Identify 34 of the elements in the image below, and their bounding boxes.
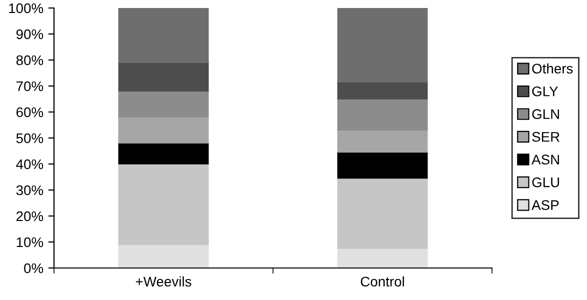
y-tick-label: 60% [16,107,44,118]
y-tick-label: 20% [16,211,44,222]
legend-label: ASP [532,200,559,210]
legend-label: GLN [532,109,559,120]
y-tick-label: 50% [16,133,44,144]
bar [337,130,428,153]
y-tick-label: 0% [24,263,44,274]
bar [118,8,209,63]
y-tick-label: 90% [16,29,44,40]
y-tick-label: 80% [16,55,44,66]
bar [118,90,209,118]
bar [337,248,428,268]
legend-label: ASN [532,154,559,165]
bar [337,152,428,179]
y-tick-label: 30% [16,185,44,196]
bar [118,244,209,268]
legend-label: Others [532,63,573,74]
y-tick-label: 10% [16,237,44,248]
legend-label: GLU [532,177,560,188]
bar [118,116,209,144]
bar [118,164,209,245]
bar [337,98,428,131]
y-tick-label: 40% [16,159,44,170]
legend-label: SER [532,132,560,142]
bar [337,8,428,82]
y-tick-label: 100% [9,3,44,14]
x-tick-label: +Weevils [136,276,192,287]
legend-label: GLY [532,86,558,96]
bar [118,142,209,164]
bar [337,178,428,249]
x-tick-label: Control [360,276,404,287]
bar [118,62,209,92]
bar [337,82,428,100]
y-tick-label: 70% [16,81,44,92]
